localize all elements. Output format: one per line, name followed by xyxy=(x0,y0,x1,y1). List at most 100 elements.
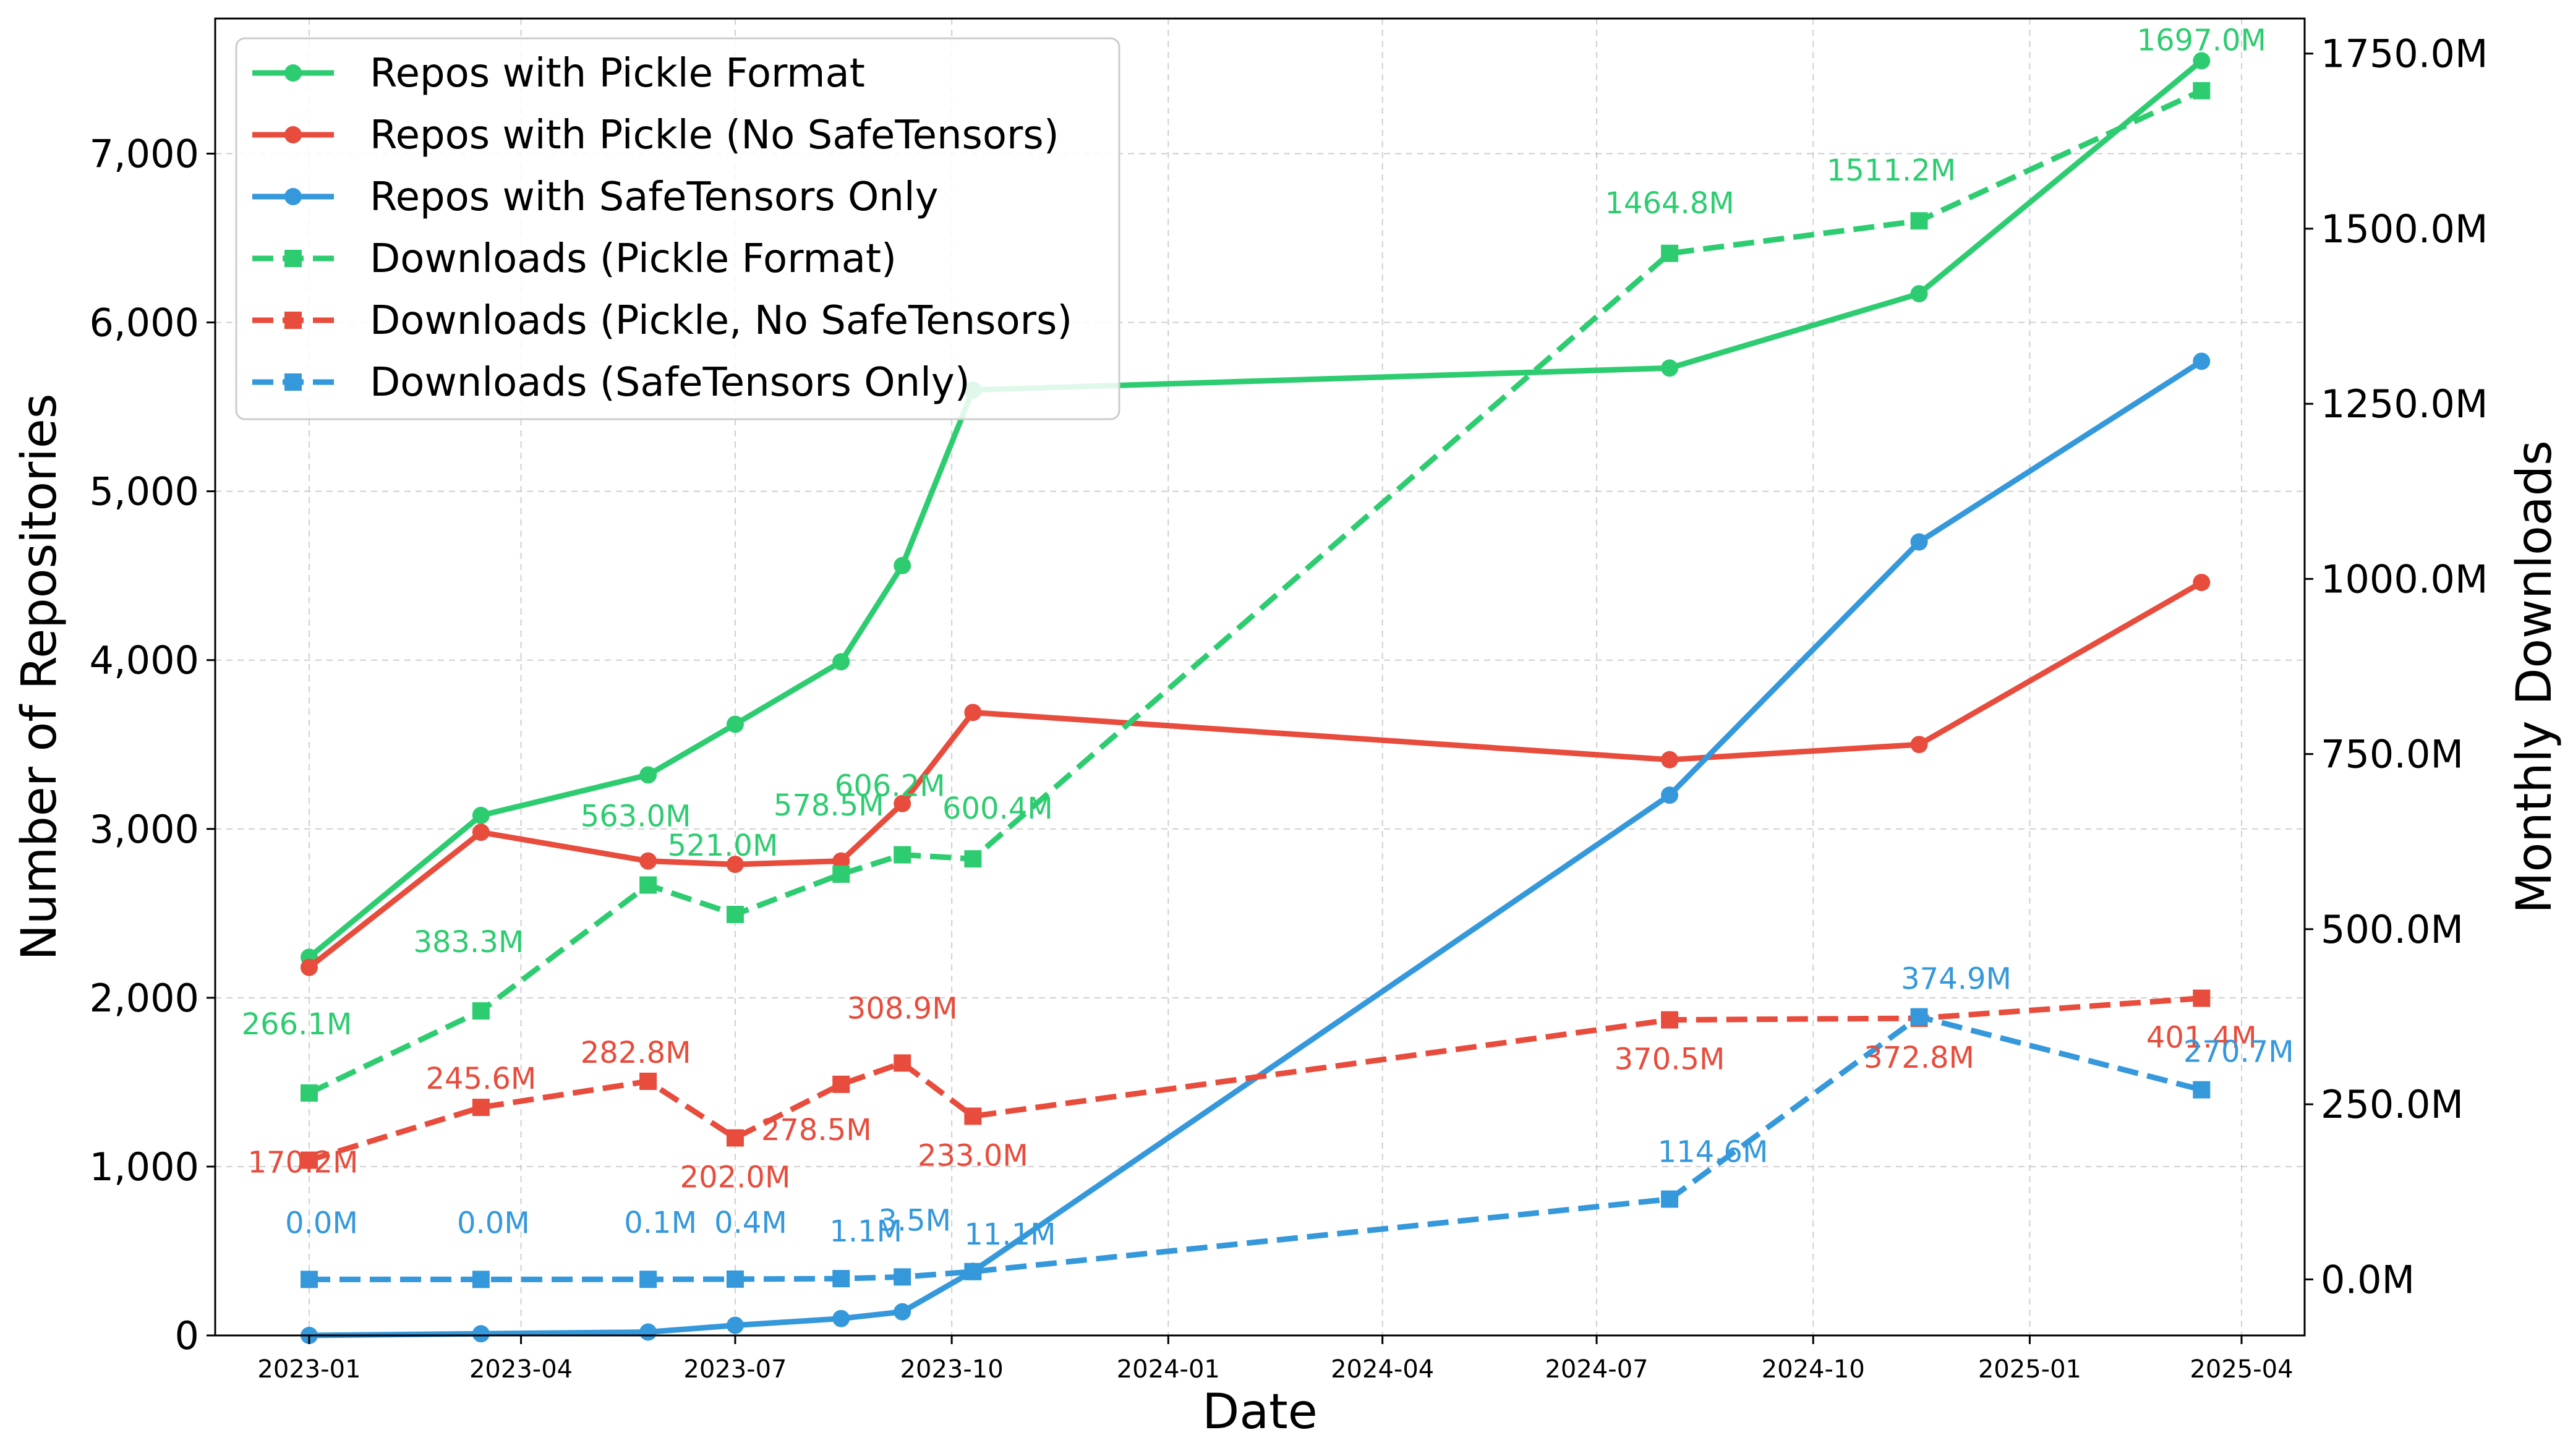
legend-box xyxy=(235,37,1120,420)
y-left-tick-label: 6,000 xyxy=(90,300,200,346)
data-label-downloads-pickle-format: 1697.0M xyxy=(2137,23,2266,58)
data-label-downloads-pickle-format: 606.2M xyxy=(835,769,945,804)
y-right-tick-label: 1000.0M xyxy=(2321,556,2488,602)
data-label-downloads-pickle-format: 383.3M xyxy=(413,925,524,960)
legend-marker-repos-with-pickle-no-safetensors xyxy=(284,126,302,143)
y-left-tick-label: 1,000 xyxy=(90,1144,200,1190)
point-repos-with-pickle-no-safetensors xyxy=(2193,574,2211,592)
point-repos-with-pickle-no-safetensors xyxy=(894,794,911,812)
legend: Repos with Pickle Format Repos with Pickl… xyxy=(235,37,1120,420)
legend-marker-downloads-pickle-no-safetensors xyxy=(284,312,302,329)
x-tick-label: 2024-01 xyxy=(1117,1355,1220,1384)
point-repos-with-pickle-no-safetensors xyxy=(964,704,982,722)
legend-label-downloads-safetensors-only: Downloads (SafeTensors Only) xyxy=(370,360,970,406)
x-tick-label: 2023-01 xyxy=(257,1355,361,1384)
point-downloads-pickle-format xyxy=(1661,244,1679,262)
series-line-downloads-pickle-format xyxy=(308,88,2203,1096)
plot-frame xyxy=(214,17,2306,1337)
data-label-downloads-pickle-format: 1511.2M xyxy=(1827,153,1956,188)
point-downloads-safetensors-only xyxy=(2193,1081,2211,1099)
point-downloads-pickle-no-safetensors xyxy=(964,1107,982,1125)
y-left-tick-label: 7,000 xyxy=(90,131,200,176)
legend-marker-downloads-safetensors-only xyxy=(284,373,302,391)
point-repos-with-safetensors-only xyxy=(894,1303,911,1321)
point-repos-with-pickle-format xyxy=(1910,285,1928,303)
data-label-downloads-pickle-format: 563.0M xyxy=(581,799,691,833)
y-left-tick-label: 5,000 xyxy=(90,469,200,514)
x-tick-label: 2024-07 xyxy=(1545,1355,1648,1384)
point-downloads-pickle-format xyxy=(2193,82,2211,100)
series-line-downloads-safetensors-only xyxy=(309,1014,2203,1282)
data-label-downloads-pickle-no-safetensors: 370.5M xyxy=(1615,1042,1725,1077)
data-label-downloads-pickle-no-safetensors: 401.4M xyxy=(2146,1021,2257,1055)
point-downloads-pickle-format xyxy=(639,876,657,894)
data-label-downloads-pickle-no-safetensors: 308.9M xyxy=(847,991,958,1026)
y-axis-right-title: Monthly Downloads xyxy=(2507,440,2562,913)
legend-label-repos-with-pickle-no-safetensors: Repos with Pickle (No SafeTensors) xyxy=(370,113,1059,158)
point-downloads-pickle-no-safetensors xyxy=(894,1054,911,1072)
point-downloads-pickle-format xyxy=(894,846,911,864)
point-repos-with-safetensors-only xyxy=(2193,352,2211,370)
point-repos-with-pickle-no-safetensors xyxy=(726,856,744,874)
data-label-downloads-safetensors-only: 0.0M xyxy=(285,1206,358,1240)
legend-label-downloads-pickle-no-safetensors: Downloads (Pickle, No SafeTensors) xyxy=(370,298,1072,344)
point-repos-with-pickle-no-safetensors xyxy=(1910,736,1928,754)
y-left-tick-label: 0 xyxy=(175,1313,199,1358)
point-downloads-safetensors-only xyxy=(472,1271,490,1288)
data-label-downloads-safetensors-only: 11.1M xyxy=(964,1217,1056,1252)
series-line-downloads-pickle-no-safetensors xyxy=(308,995,2202,1163)
point-downloads-safetensors-only xyxy=(894,1268,911,1286)
y-axis-left-title: Number of Repositories xyxy=(12,394,67,961)
point-downloads-pickle-format xyxy=(832,865,850,883)
point-downloads-safetensors-only xyxy=(1661,1190,1679,1208)
data-label-downloads-pickle-no-safetensors: 245.6M xyxy=(425,1062,536,1096)
point-downloads-safetensors-only xyxy=(1910,1008,1928,1026)
data-label-downloads-safetensors-only: 114.6M xyxy=(1658,1135,1769,1170)
data-label-downloads-safetensors-only: 374.9M xyxy=(1901,962,2012,997)
data-label-downloads-safetensors-only: 0.0M xyxy=(457,1206,530,1240)
x-tick-label: 2025-04 xyxy=(2190,1355,2293,1384)
y-right-tick-label: 1500.0M xyxy=(2321,206,2488,252)
x-axis-title: Date xyxy=(1202,1384,1317,1440)
point-downloads-pickle-format xyxy=(964,850,982,868)
point-downloads-pickle-format xyxy=(472,1002,490,1020)
point-repos-with-safetensors-only xyxy=(1910,533,1928,551)
x-tick-label: 2025-01 xyxy=(1978,1355,2081,1384)
point-repos-with-pickle-no-safetensors xyxy=(1661,751,1679,768)
y-left-tick-label: 2,000 xyxy=(90,976,200,1021)
y-right-tick-label: 0.0M xyxy=(2321,1257,2415,1302)
point-downloads-pickle-no-safetensors xyxy=(639,1072,657,1090)
point-downloads-safetensors-only xyxy=(964,1262,982,1280)
point-downloads-safetensors-only xyxy=(832,1270,850,1288)
y-right-tick-label: 250.0M xyxy=(2321,1082,2464,1127)
point-repos-with-pickle-format xyxy=(1661,359,1679,377)
point-repos-with-safetensors-only xyxy=(832,1309,850,1327)
data-label-downloads-safetensors-only: 0.4M xyxy=(714,1206,787,1240)
y-right-tick-label: 750.0M xyxy=(2321,732,2464,777)
series-line-repos-with-safetensors-only xyxy=(306,358,2204,1339)
data-label-downloads-pickle-format: 521.0M xyxy=(668,828,779,863)
point-repos-with-pickle-no-safetensors xyxy=(639,852,657,870)
data-label-downloads-pickle-format: 600.4M xyxy=(942,791,1053,826)
data-label-downloads-pickle-no-safetensors: 170.2M xyxy=(248,1146,359,1180)
data-label-downloads-safetensors-only: 0.1M xyxy=(624,1206,697,1240)
data-label-downloads-pickle-format: 1464.8M xyxy=(1605,186,1734,221)
point-downloads-pickle-format xyxy=(726,906,744,924)
y-left-tick-label: 3,000 xyxy=(90,807,200,852)
series-line-repos-with-pickle-format xyxy=(306,57,2204,960)
legend-label-downloads-pickle-format: Downloads (Pickle Format) xyxy=(370,236,897,282)
legend-marker-downloads-pickle-format xyxy=(284,250,302,267)
point-repos-with-pickle-no-safetensors xyxy=(301,958,318,976)
legend-marker-repos-with-pickle-format xyxy=(284,64,302,82)
y-right-tick-label: 1250.0M xyxy=(2321,381,2488,427)
y-right-tick-label: 500.0M xyxy=(2321,907,2464,952)
data-label-downloads-safetensors-only: 1.1M xyxy=(829,1214,902,1249)
point-downloads-pickle-format xyxy=(1910,212,1928,230)
point-downloads-safetensors-only xyxy=(726,1270,744,1288)
data-label-downloads-pickle-no-safetensors: 282.8M xyxy=(581,1036,691,1070)
legend-marker-repos-with-safetensors-only xyxy=(284,188,302,205)
point-repos-with-pickle-format xyxy=(472,806,490,824)
data-label-downloads-safetensors-only: 3.5M xyxy=(878,1203,951,1238)
point-repos-with-safetensors-only xyxy=(472,1325,490,1343)
